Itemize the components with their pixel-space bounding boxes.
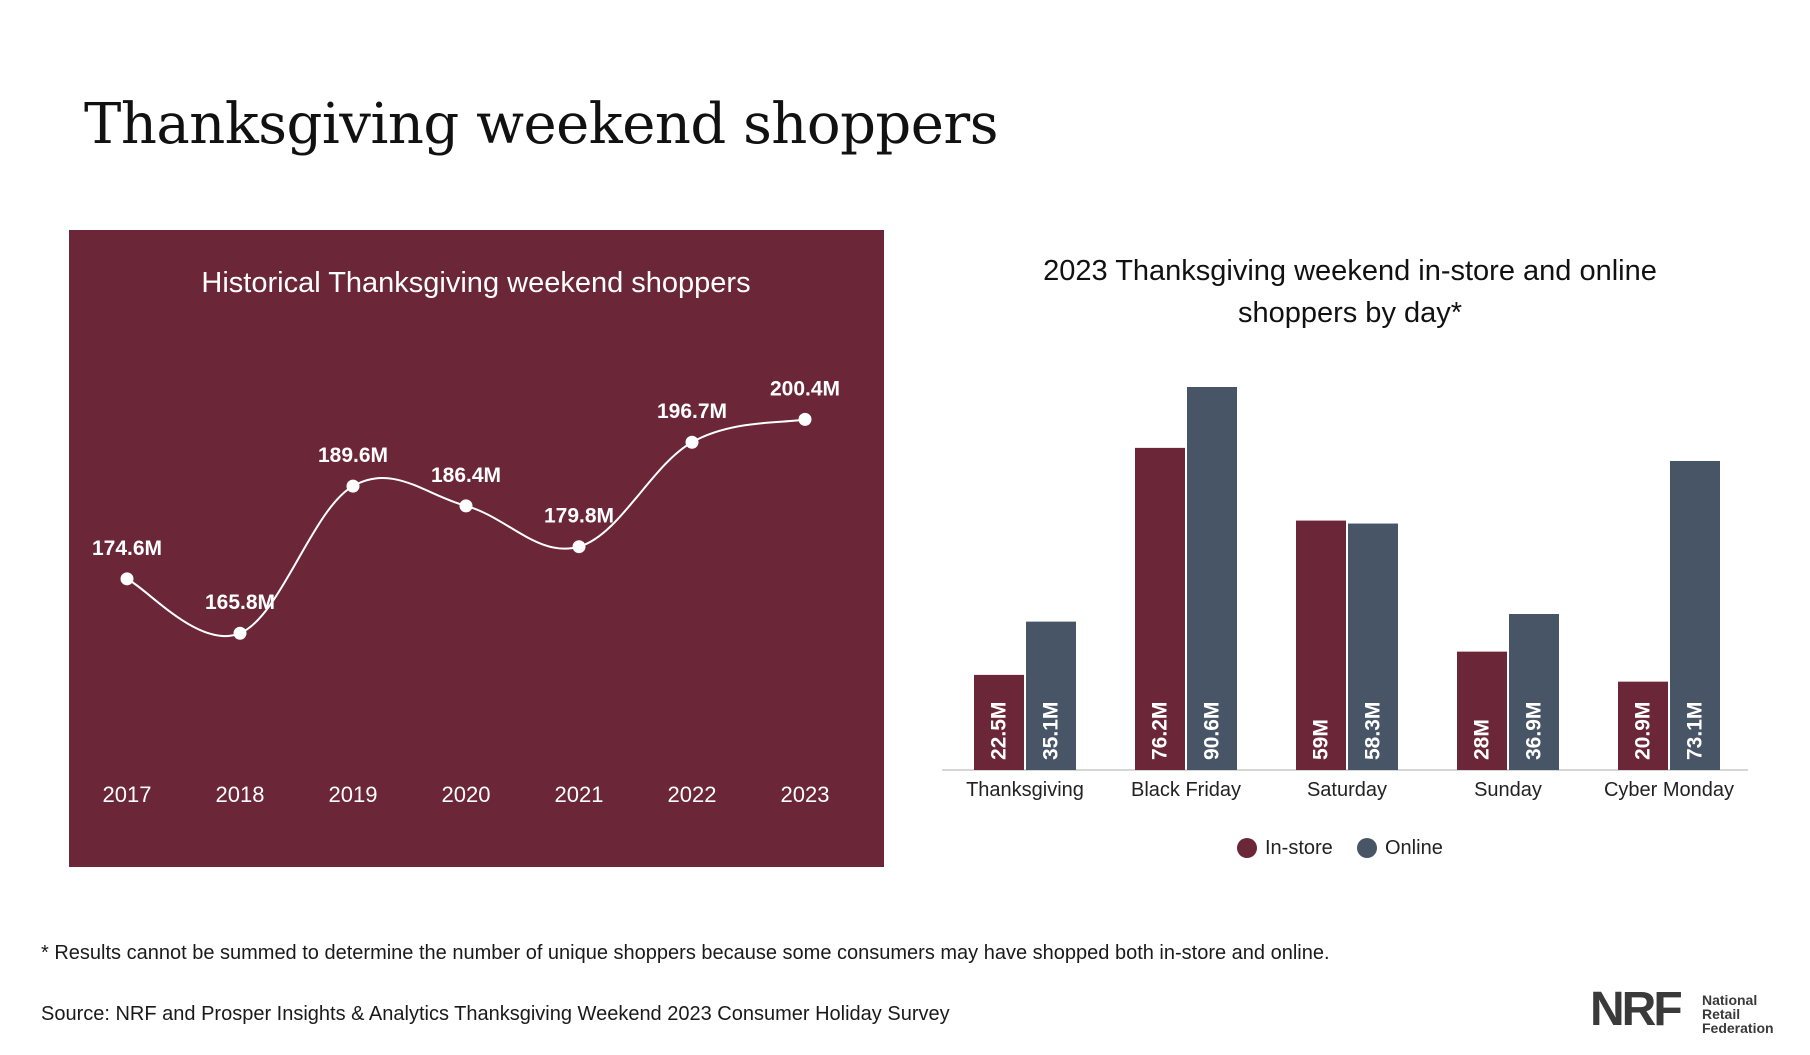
data-point	[798, 412, 812, 426]
historical-line-chart-panel: Historical Thanksgiving weekend shoppers…	[69, 230, 884, 867]
x-tick-label: 2021	[555, 782, 604, 807]
logo-name-line: National	[1702, 992, 1758, 1008]
page-title: Thanksgiving weekend shoppers	[84, 92, 998, 157]
bar-data-label: 58.3M	[1362, 702, 1385, 760]
footnote: * Results cannot be summed to determine …	[41, 942, 1330, 964]
bar	[1509, 614, 1559, 770]
bar-data-label: 35.1M	[1040, 702, 1063, 760]
bar-data-label: 28M	[1471, 719, 1494, 760]
bar-chart-title: 2023 Thanksgiving weekend in-store and o…	[1043, 255, 1657, 287]
x-tick-label: 2017	[103, 782, 152, 807]
bar	[1670, 460, 1720, 770]
bar-data-label: 59M	[1310, 719, 1333, 760]
bar-data-label: 73.1M	[1684, 702, 1707, 760]
bar	[1296, 520, 1346, 770]
x-tick-label: Thanksgiving	[966, 779, 1084, 801]
historical-line-chart: Historical Thanksgiving weekend shoppers…	[92, 267, 840, 807]
bar	[1026, 621, 1076, 770]
legend-label: Online	[1385, 837, 1443, 859]
data-label: 174.6M	[92, 537, 162, 560]
data-point	[120, 572, 134, 586]
data-point	[346, 479, 360, 493]
source-note: Source: NRF and Prosper Insights & Analy…	[41, 1003, 950, 1025]
daily-bar-chart: 2023 Thanksgiving weekend in-store and o…	[942, 255, 1748, 859]
bar-data-label: 76.2M	[1149, 702, 1172, 760]
bar-data-label: 36.9M	[1523, 702, 1546, 760]
data-label: 200.4M	[770, 377, 840, 400]
data-label: 189.6M	[318, 444, 388, 467]
data-point	[233, 626, 247, 640]
logo-name: National Retail Federation	[1702, 993, 1792, 1035]
data-point	[685, 435, 699, 449]
x-tick-label: 2018	[216, 782, 265, 807]
data-point	[572, 540, 586, 554]
x-tick-label: Black Friday	[1131, 779, 1241, 801]
data-label: 179.8M	[544, 505, 614, 528]
x-tick-label: Cyber Monday	[1604, 779, 1734, 801]
data-point	[459, 499, 473, 513]
x-tick-label: 2023	[781, 782, 830, 807]
bar-data-label: 22.5M	[988, 702, 1011, 760]
logo-name-line: Federation	[1702, 1020, 1774, 1036]
data-label: 186.4M	[431, 464, 501, 487]
bar-data-label: 90.6M	[1201, 702, 1224, 760]
bar	[1348, 523, 1398, 770]
x-tick-label: 2022	[668, 782, 717, 807]
bar-chart-title: shoppers by day*	[1238, 297, 1462, 329]
bar	[1135, 447, 1185, 770]
x-tick-label: Sunday	[1474, 779, 1542, 801]
data-label: 165.8M	[205, 591, 275, 614]
logo-mark: NRF	[1590, 983, 1683, 1036]
bar-data-label: 20.9M	[1632, 702, 1655, 760]
legend-swatch	[1237, 838, 1257, 858]
bar	[974, 674, 1024, 770]
daily-bar-chart-panel: 2023 Thanksgiving weekend in-store and o…	[930, 240, 1770, 880]
x-tick-label: Saturday	[1307, 779, 1387, 801]
legend-label: In-store	[1265, 837, 1333, 859]
line-chart-title: Historical Thanksgiving weekend shoppers	[201, 267, 750, 299]
logo-name-line: Retail	[1702, 1006, 1741, 1022]
bar	[1187, 387, 1237, 770]
nrf-logo: NRF National Retail Federation	[1590, 983, 1792, 1038]
legend-swatch	[1357, 838, 1377, 858]
bar	[1618, 681, 1668, 770]
bar	[1457, 651, 1507, 770]
x-tick-label: 2019	[329, 782, 378, 807]
data-label: 196.7M	[657, 400, 727, 423]
x-tick-label: 2020	[442, 782, 491, 807]
